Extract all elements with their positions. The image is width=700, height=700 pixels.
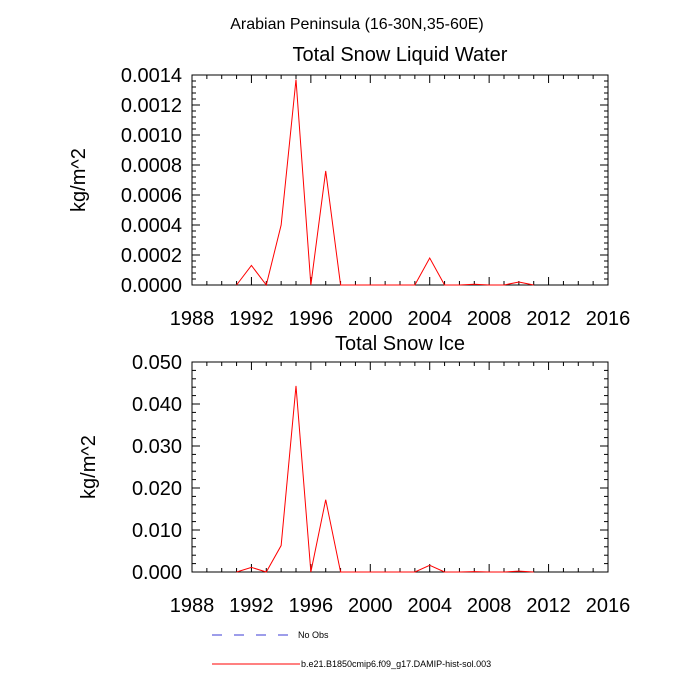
legend-label-0: No Obs [298,630,329,640]
y-axis-label: kg/m^2 [68,148,90,212]
panel-total-snow-ice: Total Snow Ice kg/m^2 1988 1992 1996 2000 2004… [78,333,630,617]
chart-title: Total Snow Ice [335,333,465,355]
y-tick-label: 0.0010 [121,125,182,147]
y-tick-label: 0.0012 [121,95,182,117]
figure-title: Arabian Peninsula (16-30N,35-60E) [230,16,483,33]
y-tick-label: 0.0004 [121,215,182,237]
legend: No Obs b.e21.B1850cmip6.f09_g17.DAMIP-his… [212,630,491,669]
y-tick-label: 0.0002 [121,245,182,267]
plot-frame [191,74,609,286]
x-tick-label: 2008 [467,595,512,617]
chart-title: Total Snow Liquid Water [293,44,508,66]
x-tick-label: 2000 [348,308,393,330]
series-line-0 [236,79,534,287]
y-tick-label: 0.0006 [121,185,182,207]
x-tick-label: 1988 [170,308,215,330]
y-tick-label: 0.040 [132,394,182,416]
y-tick-label: 0.0008 [121,155,182,177]
panel-total-snow-liquid-water: Total Snow Liquid Water kg/m^2 1988 1992 199… [68,44,630,330]
x-tick-label: 1996 [289,595,334,617]
x-tick-label: 2004 [407,308,452,330]
x-tick-label: 1996 [289,308,334,330]
plot-frame [191,361,609,573]
x-tick-label: 1988 [170,595,215,617]
y-tick-label: 0.030 [132,436,182,458]
x-tick-label: 1992 [229,595,274,617]
series-line-0 [236,385,534,573]
x-tick-label: 2000 [348,595,393,617]
x-tick-label: 1992 [229,308,274,330]
x-tick-label: 2004 [407,595,452,617]
x-tick-label: 2016 [586,308,631,330]
y-tick-label: 0.0014 [121,65,182,87]
x-tick-label: 2012 [526,308,571,330]
y-axis-label: kg/m^2 [78,435,100,499]
legend-label-1: b.e21.B1850cmip6.f09_g17.DAMIP-hist-sol.… [301,659,491,669]
x-tick-label: 2012 [526,595,571,617]
y-tick-label: 0.050 [132,352,182,374]
y-tick-label: 0.010 [132,520,182,542]
y-tick-label: 0.020 [132,478,182,500]
x-tick-label: 2016 [586,595,631,617]
y-tick-label: 0.000 [132,562,182,584]
x-tick-label: 2008 [467,308,512,330]
y-tick-label: 0.0000 [121,275,182,297]
